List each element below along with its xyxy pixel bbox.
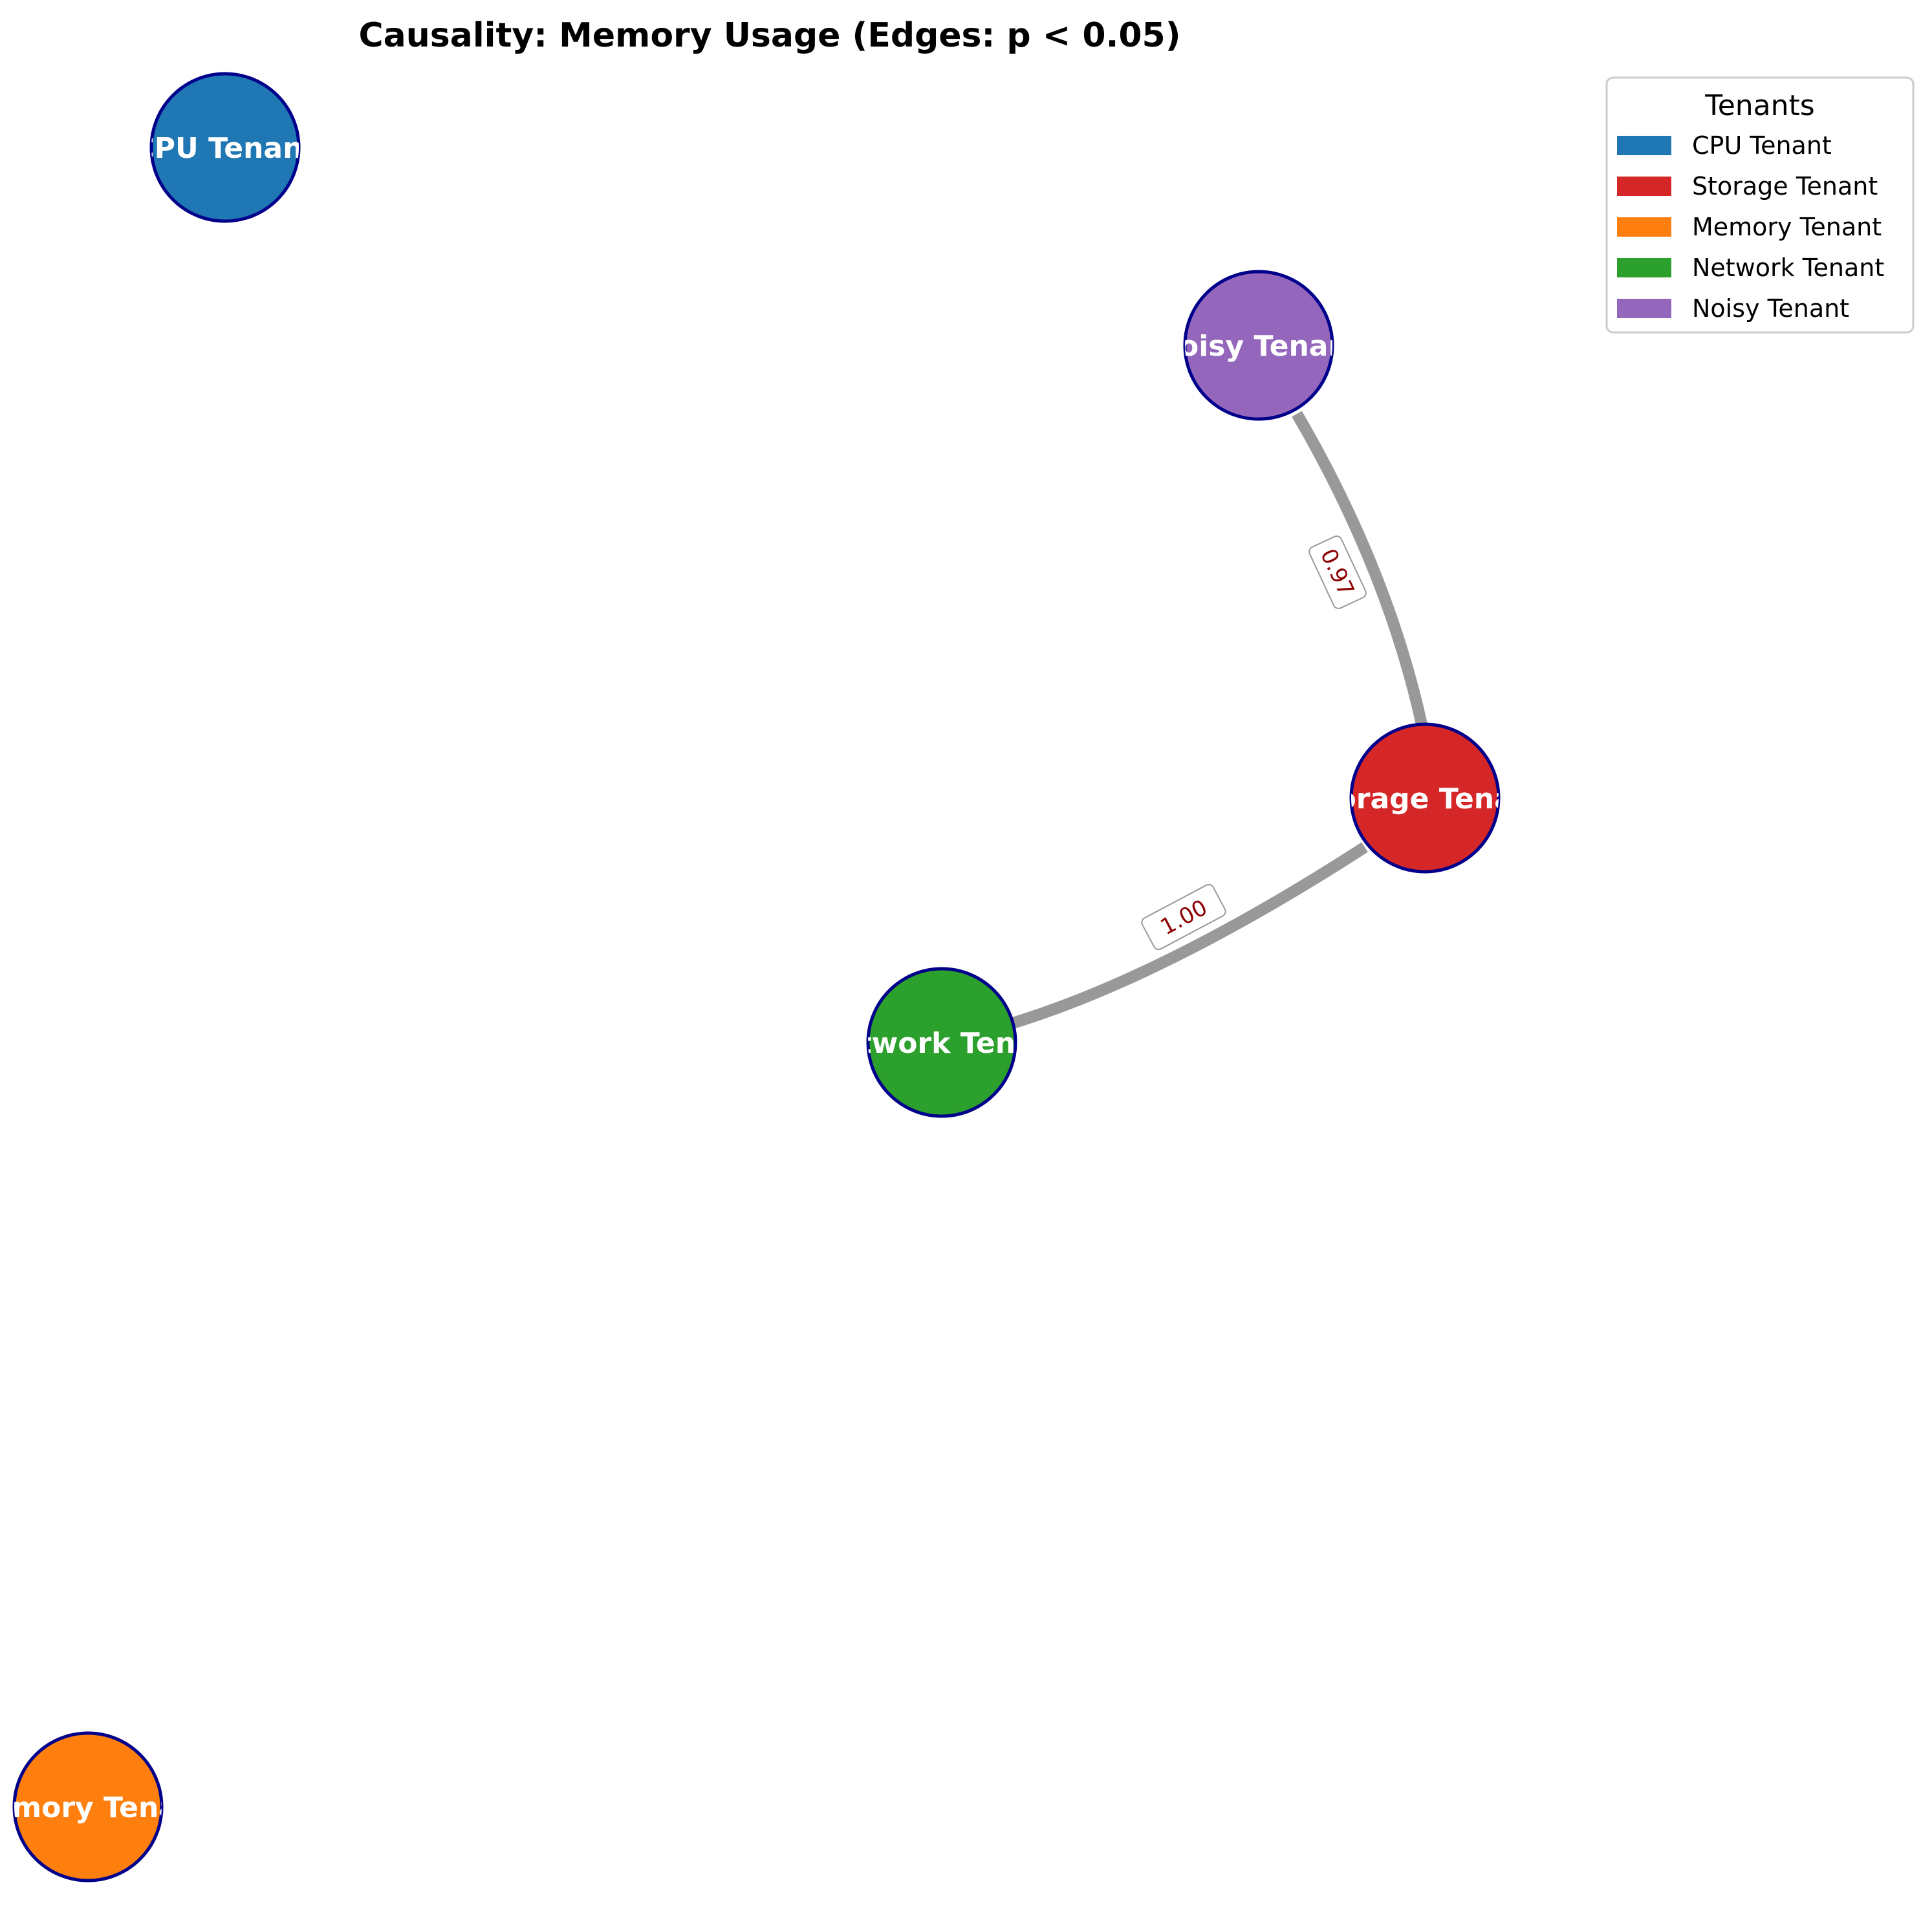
node-noisy-tenant: Noisy Tenant [1155,270,1362,421]
legend-label-cpu: CPU Tenant [1692,131,1832,160]
legend-frame [1605,76,1915,334]
node-memory-tenant: Memory Tenant [0,1731,212,1882]
legend-label-storage: Storage Tenant [1692,172,1878,200]
edge-label-box [1141,883,1226,951]
node-label: Storage Tenant [1303,782,1547,815]
legend-label-memory: Memory Tenant [1692,213,1882,241]
node-circle [149,72,301,223]
node-label: CPU Tenant [134,132,317,165]
node-cpu-tenant: CPU Tenant [134,72,317,223]
legend-swatch-memory [1617,217,1671,237]
edge-label-box [1308,535,1367,609]
chart-title: Causality: Memory Usage (Edges: p < 0.05… [359,16,1181,55]
legend: Tenants CPU Tenant Storage Tenant Memory… [1605,76,1915,334]
legend-swatch-storage [1617,177,1671,196]
edge-storage-network [1011,842,1368,1029]
node-circle [1349,722,1501,874]
legend-swatch-cpu [1617,136,1671,155]
node-label: Noisy Tenant [1155,330,1362,363]
node-storage-tenant: Storage Tenant [1303,722,1547,874]
edge-noisy-storage [1292,411,1427,726]
node-label: Network Tenant [815,1027,1069,1060]
node-circle [1183,270,1334,421]
node-label: Memory Tenant [0,1791,212,1824]
legend-swatch-noisy [1617,299,1671,318]
legend-title: Tenants [1704,89,1814,122]
node-circle [866,967,1017,1118]
node-network-tenant: Network Tenant [815,967,1069,1118]
legend-label-noisy: Noisy Tenant [1692,294,1849,323]
node-circle [12,1731,164,1882]
legend-swatch-network [1617,258,1671,277]
edges [1011,411,1427,1029]
legend-label-network: Network Tenant [1692,253,1884,282]
